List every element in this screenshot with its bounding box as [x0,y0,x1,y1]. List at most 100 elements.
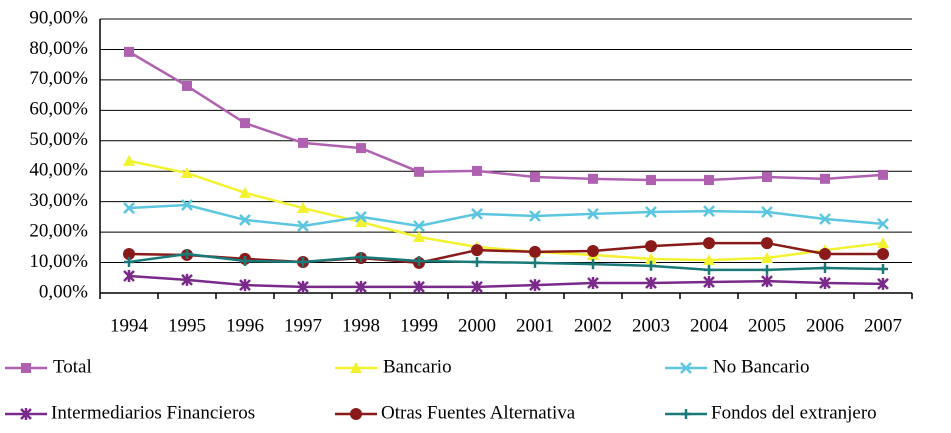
legend-marker [20,408,32,420]
series-line [128,50,884,182]
y-tick-label: 80,00% [29,38,88,59]
legend-marker [350,408,362,420]
data-point [878,169,888,180]
data-point [471,244,483,257]
data-point [587,276,599,289]
y-tick-label: 40,00% [29,160,88,181]
data-point [703,254,715,266]
data-point [529,210,541,222]
x-tick-label: 1995 [168,315,206,336]
x-tick-label: 2007 [864,315,902,336]
y-tick-label: 50,00% [29,129,88,150]
data-point [123,202,135,214]
legend-label: Fondos del extranjero [711,402,877,423]
legend-marker [680,362,692,374]
data-point [761,275,773,288]
data-point [356,252,366,263]
data-point [819,213,831,225]
y-tick-label: 90,00% [29,7,88,28]
y-tick-label: 70,00% [29,68,88,89]
data-point [645,206,657,218]
series-line [128,203,884,228]
data-point [298,137,308,148]
data-point [240,118,250,129]
series-line [128,274,884,289]
data-point [123,248,135,261]
data-point [762,264,772,275]
data-point [703,237,715,250]
data-point [123,269,135,282]
data-point [181,199,193,211]
legend-marker [350,362,362,373]
data-point [529,245,541,258]
data-point [182,249,192,260]
data-point [124,46,134,57]
data-point [297,202,309,214]
data-point [239,186,251,198]
data-point [761,251,773,263]
data-point [471,280,483,293]
data-point [587,207,599,220]
data-point [819,248,831,261]
data-point [877,277,889,290]
data-point [297,280,309,293]
y-tick-label: 20,00% [29,220,88,241]
data-point [646,175,656,186]
data-point [761,237,773,250]
data-point [123,154,135,166]
data-point [877,237,889,249]
data-point [588,173,598,184]
y-tick-label: 0,00% [39,281,88,302]
data-point [414,166,424,177]
data-point [761,206,773,218]
data-point [530,172,540,183]
data-point [703,276,715,289]
legend-label: Bancario [383,356,452,377]
data-point [297,220,309,232]
data-point [530,257,540,268]
x-tick-label: 1994 [110,315,149,336]
y-tick-label: 30,00% [29,190,88,211]
legend-label: Otras Fuentes Alternativa [381,402,576,423]
data-point [298,256,308,267]
series-line [128,252,884,272]
x-tick-label: 1998 [342,315,380,336]
x-tick-label: 2005 [748,315,786,336]
data-point [414,256,424,267]
y-tick-label: 60,00% [29,99,88,120]
data-point [703,205,715,217]
data-point [878,263,888,274]
data-point [355,216,367,228]
data-point [413,230,425,242]
x-tick-label: 2000 [458,315,496,336]
x-tick-label: 1997 [284,315,322,336]
series-line [128,159,884,262]
data-point [471,207,483,220]
data-point [645,240,657,253]
data-point [240,256,250,267]
legend-label: No Bancario [713,356,810,377]
data-point [124,256,134,267]
data-point [239,279,251,292]
data-point [182,80,192,91]
legend-marker [21,363,31,373]
data-point [645,276,657,289]
data-point [413,220,425,232]
data-point [820,263,830,274]
data-point [704,175,714,186]
x-tick-label: 1999 [400,315,438,336]
data-point [704,264,714,275]
data-point [819,276,831,289]
data-point [877,248,889,261]
data-point [588,259,598,270]
data-point [646,260,656,271]
data-point [181,167,193,179]
data-point [645,252,657,264]
x-tick-label: 2003 [632,315,670,336]
x-tick-label: 2006 [806,315,844,336]
x-tick-label: 1996 [226,315,264,336]
series-line [128,241,883,265]
data-point [820,173,830,184]
x-tick-label: 2002 [574,315,612,336]
x-tick-label: 2004 [690,315,729,336]
